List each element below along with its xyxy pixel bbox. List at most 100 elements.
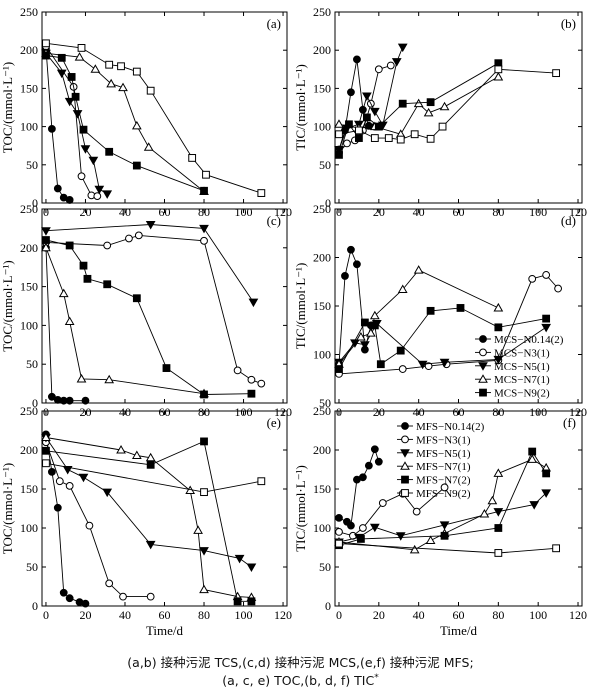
data-point xyxy=(479,508,490,518)
data-point xyxy=(424,362,433,371)
series-4-open-tri-up xyxy=(41,48,209,196)
y-tick-label: 200 xyxy=(313,251,331,265)
data-point xyxy=(81,599,90,608)
series-line xyxy=(45,442,151,598)
data-point xyxy=(42,51,50,60)
series-4-open-tri-up xyxy=(41,432,257,601)
data-point xyxy=(47,124,56,133)
data-point xyxy=(494,524,503,532)
data-point xyxy=(199,224,209,234)
data-point xyxy=(398,365,407,373)
data-point xyxy=(391,58,402,67)
series-line xyxy=(45,46,98,197)
y-tick-label: 250 xyxy=(313,5,331,19)
data-point xyxy=(117,62,125,71)
y-tick-label: 150 xyxy=(313,81,331,95)
data-point xyxy=(74,52,85,61)
data-point xyxy=(487,495,498,505)
data-point xyxy=(397,284,408,294)
data-point xyxy=(94,185,105,195)
data-point xyxy=(65,396,74,405)
data-point xyxy=(199,547,209,556)
data-point xyxy=(384,134,393,142)
data-point xyxy=(369,310,380,320)
data-point xyxy=(528,447,537,456)
data-point xyxy=(247,389,256,398)
data-point xyxy=(493,355,504,365)
legend: MFS−N0.14(2)MFS−N3(1) MFS−N5(1)MFS−N7(1) M… xyxy=(397,421,485,500)
data-point xyxy=(146,460,155,469)
data-point xyxy=(88,156,99,166)
data-point xyxy=(425,535,436,544)
data-point xyxy=(104,374,115,384)
data-point xyxy=(200,437,208,446)
data-point xyxy=(131,450,142,459)
series-5-filled-square xyxy=(42,236,256,399)
data-point xyxy=(42,39,50,48)
panel-label: (d) xyxy=(561,213,576,228)
data-point xyxy=(439,101,450,111)
data-point xyxy=(552,544,561,553)
data-point xyxy=(369,523,380,533)
data-point xyxy=(81,396,90,405)
data-point xyxy=(386,61,395,70)
y-tick-label: 100 xyxy=(20,318,38,332)
data-point xyxy=(438,122,447,131)
data-point xyxy=(440,531,449,540)
series-6-open-square xyxy=(335,539,561,557)
data-point xyxy=(369,107,380,117)
data-point xyxy=(426,98,435,107)
series-4-open-tri-up xyxy=(41,242,209,398)
data-point xyxy=(77,172,86,181)
caption-line-2: (a, c, e) TOC,(b, d, f) TIC xyxy=(222,673,375,689)
series-5-filled-square xyxy=(335,304,551,373)
y-tick-label: 150 xyxy=(313,299,331,313)
legend-entry: MCS−N7(1) xyxy=(494,374,550,386)
chart-panel-5: 0 20 40 60 80 100 120 0 50 100 150 200 250 (e) TOC/(mm… xyxy=(0,404,292,638)
series-1-filled-circle xyxy=(335,445,383,530)
series-line xyxy=(45,224,254,303)
data-point xyxy=(193,525,203,534)
data-point xyxy=(42,459,50,468)
y-tick-label: 50 xyxy=(319,560,331,574)
chart-panel-1: 020406080100120050100150200250(a)TOC/(mm… xyxy=(0,5,292,219)
legend-marker xyxy=(401,435,409,444)
data-point xyxy=(362,92,372,102)
data-point xyxy=(233,366,242,375)
data-point xyxy=(79,125,88,134)
data-point xyxy=(162,364,171,372)
data-point xyxy=(67,73,76,81)
data-point xyxy=(347,521,355,530)
data-point xyxy=(541,489,552,498)
data-point xyxy=(353,55,361,64)
data-point xyxy=(119,592,127,601)
legend-marker xyxy=(478,374,488,383)
data-point xyxy=(41,227,51,236)
data-point xyxy=(396,346,405,355)
panel-label: (b) xyxy=(561,16,576,31)
data-point xyxy=(356,332,366,341)
series-4-open-tri-up xyxy=(334,265,504,368)
x-tick-label: 60 xyxy=(453,608,465,622)
data-point xyxy=(65,196,74,204)
data-point xyxy=(83,274,92,283)
data-point xyxy=(374,457,383,466)
data-point xyxy=(78,473,89,483)
data-point xyxy=(131,120,142,130)
x-axis-label: Time/d xyxy=(440,623,478,638)
data-point xyxy=(62,466,73,475)
series-5-filled-square xyxy=(42,51,208,195)
data-point xyxy=(493,508,504,517)
y-tick-label: 50 xyxy=(26,158,38,172)
series-1-filled-circle xyxy=(42,44,74,204)
data-point xyxy=(360,318,369,327)
data-point xyxy=(58,288,69,298)
series-line xyxy=(45,48,70,201)
data-point xyxy=(376,360,385,369)
data-point xyxy=(55,477,64,486)
data-point xyxy=(47,467,56,476)
y-tick-label: 250 xyxy=(313,404,331,418)
data-point xyxy=(71,92,80,101)
data-point xyxy=(493,468,504,477)
